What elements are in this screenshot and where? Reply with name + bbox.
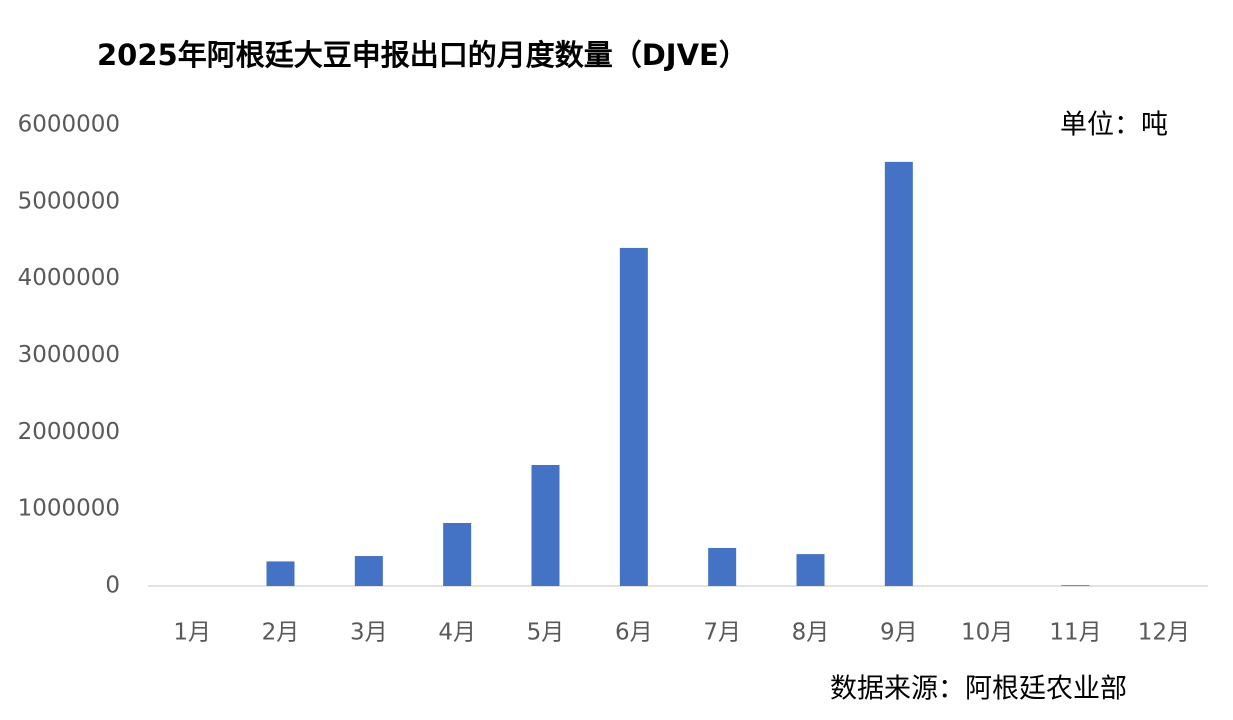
- bar: [796, 554, 825, 586]
- y-tick-label: 3000000: [18, 342, 120, 368]
- bar: [354, 556, 383, 586]
- x-tick-label: 7月: [703, 620, 741, 646]
- bar: [884, 161, 913, 586]
- x-tick-label: 3月: [350, 620, 388, 646]
- x-tick-label: 1月: [173, 620, 211, 646]
- source-note: 数据来源：阿根廷农业部: [830, 674, 1127, 705]
- x-tick-label: 8月: [792, 620, 830, 646]
- x-tick-label: 5月: [527, 620, 565, 646]
- y-tick-label: 5000000: [18, 188, 120, 214]
- chart-title: 2025年阿根廷大豆申报出口的月度数量（DJVE）: [97, 38, 748, 72]
- y-tick-label: 0: [105, 573, 120, 599]
- bar: [619, 247, 648, 586]
- y-tick-label: 6000000: [18, 112, 120, 138]
- x-tick-label: 4月: [438, 620, 476, 646]
- y-tick-label: 1000000: [18, 496, 120, 522]
- x-tick-label: 2月: [262, 620, 300, 646]
- x-tick-label: 10月: [961, 620, 1013, 646]
- y-tick-label: 2000000: [18, 419, 120, 445]
- y-tick-label: 4000000: [18, 265, 120, 291]
- x-tick-label: 9月: [880, 620, 918, 646]
- bar: [1061, 585, 1090, 586]
- bar: [443, 522, 472, 586]
- bar: [708, 547, 737, 586]
- x-tick-label: 11月: [1049, 620, 1101, 646]
- x-tick-label: 12月: [1138, 620, 1190, 646]
- bar: [266, 561, 295, 586]
- unit-label: 单位：吨: [1060, 110, 1168, 141]
- x-tick-label: 6月: [615, 620, 653, 646]
- bar: [531, 464, 560, 586]
